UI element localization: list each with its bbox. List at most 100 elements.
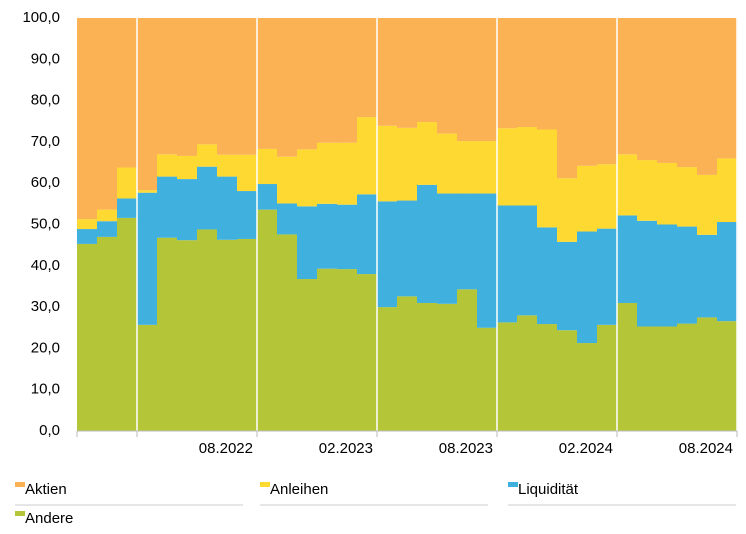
area-segment <box>517 127 538 206</box>
area-segment <box>337 204 358 270</box>
area-segment <box>657 18 678 163</box>
area-segment <box>437 303 458 431</box>
area-segment <box>477 193 498 328</box>
area-segment <box>457 141 478 194</box>
area-segment <box>577 18 598 166</box>
area-segment <box>337 142 358 205</box>
area-segment <box>337 269 358 431</box>
area-segment <box>537 227 558 325</box>
area-segment <box>697 174 718 235</box>
area-segment <box>717 158 738 223</box>
area-segment <box>97 209 118 222</box>
area-segment <box>137 18 158 191</box>
area-segment <box>577 165 598 232</box>
area-segment <box>677 167 698 227</box>
x-tick-label: 02.2023 <box>319 440 373 457</box>
area-segment <box>177 240 198 431</box>
area-segment <box>457 193 478 290</box>
area-segment <box>397 200 418 297</box>
area-segment <box>397 296 418 431</box>
area-segment <box>277 156 298 204</box>
area-segment <box>357 274 378 431</box>
legend-swatch <box>15 482 25 487</box>
area-segment <box>337 18 358 143</box>
area-segment <box>257 148 278 185</box>
area-segment <box>357 117 378 195</box>
area-segment <box>277 203 298 235</box>
area-segment <box>257 18 278 149</box>
area-segment <box>157 154 178 177</box>
area-segment <box>397 127 418 201</box>
area-segment <box>637 326 658 431</box>
area-segment <box>77 229 98 244</box>
x-tick-label: 08.2022 <box>199 440 253 457</box>
area-segment <box>137 324 158 431</box>
area-segment <box>357 194 378 275</box>
area-segment <box>237 154 258 192</box>
area-segment <box>657 326 678 431</box>
area-segment <box>177 179 198 241</box>
area-segment <box>77 243 98 431</box>
area-segment <box>597 228 618 325</box>
area-segment <box>617 215 638 303</box>
area-segment <box>477 141 498 194</box>
area-segment <box>637 18 658 161</box>
legend-label: Liquidität <box>518 481 579 498</box>
area-segment <box>597 164 618 229</box>
area-segment <box>597 324 618 431</box>
area-segment <box>377 18 398 126</box>
area-segment <box>517 18 538 128</box>
area-segment <box>297 18 318 150</box>
y-tick-label: 0,0 <box>39 422 60 439</box>
y-tick-label: 40,0 <box>31 257 60 274</box>
area-segment <box>517 315 538 431</box>
area-segment <box>157 18 178 155</box>
area-segment <box>417 302 438 431</box>
area-segment <box>197 18 218 145</box>
area-segment <box>437 193 458 304</box>
area-segment <box>217 18 238 155</box>
area-segment <box>637 160 658 221</box>
area-segment <box>117 217 138 431</box>
area-segment <box>177 155 198 180</box>
area-segment <box>217 176 238 240</box>
area-segment <box>497 128 518 206</box>
area-segment <box>417 184 438 303</box>
y-tick-label: 60,0 <box>31 174 60 191</box>
area-segment <box>317 203 338 269</box>
area-segment <box>77 219 98 230</box>
area-segment <box>377 201 398 308</box>
area-segment <box>297 279 318 431</box>
area-segment <box>557 18 578 179</box>
area-segment <box>257 209 278 431</box>
area-segment <box>197 166 218 230</box>
area-segment <box>657 162 678 225</box>
area-segment <box>537 18 558 130</box>
y-tick-label: 90,0 <box>31 50 60 67</box>
area-segment <box>77 18 98 220</box>
area-segment <box>97 18 118 210</box>
x-tick-label: 02.2024 <box>559 440 613 457</box>
area-segment <box>97 221 118 237</box>
area-segment <box>317 142 338 204</box>
area-segment <box>477 327 498 431</box>
area-segment <box>137 190 158 193</box>
y-tick-label: 10,0 <box>31 381 60 398</box>
area-segment <box>717 222 738 322</box>
area-segment <box>537 129 558 228</box>
area-segment <box>497 322 518 431</box>
area-segment <box>417 122 438 185</box>
area-segment <box>97 236 118 431</box>
area-segment <box>557 178 578 242</box>
area-segment <box>197 229 218 431</box>
area-segment <box>297 149 318 207</box>
area-segment <box>317 18 338 143</box>
area-segment <box>617 302 638 431</box>
area-segment <box>557 241 578 331</box>
area-segment <box>677 226 698 324</box>
area-segment <box>577 343 598 431</box>
area-segment <box>577 231 598 344</box>
area-segment <box>557 330 578 431</box>
legend-label: Aktien <box>25 481 67 498</box>
